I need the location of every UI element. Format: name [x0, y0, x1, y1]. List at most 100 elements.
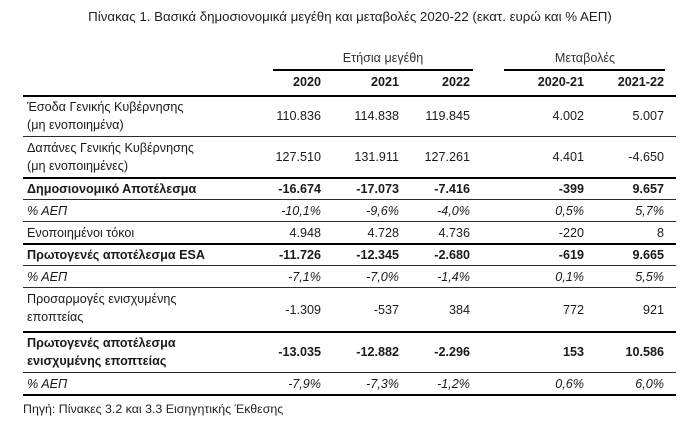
row-label-line: Πρωτογενές αποτέλεσμα	[27, 336, 176, 350]
table-cell: -4,0%	[437, 204, 470, 218]
table-cell: -4.650	[628, 150, 664, 164]
table-row: Προσαρμογές ενισχυμένης εποπτείας -1.309 -5…	[0, 288, 700, 331]
col-header-2022: 2022	[441, 75, 470, 89]
row-label-line: Έσοδα Γενικής Κυβέρνησης	[27, 100, 184, 114]
col-header-2021: 2021	[370, 75, 399, 89]
table-cell: 5,5%	[635, 270, 664, 284]
row-divider	[23, 265, 676, 266]
row-label-line: ενισχυμένης εποπτείας	[27, 354, 167, 368]
table-cell: -7,0%	[366, 270, 399, 284]
table-cell: -7.416	[434, 182, 470, 196]
row-label-line: % ΑΕΠ	[27, 204, 68, 218]
table-cell: -16.674	[278, 182, 321, 196]
table-cell: 127.261	[424, 150, 470, 164]
table-row: Δαπάνες Γενικής Κυβέρνησης (μη ενοποιημέν…	[0, 137, 700, 177]
row-label: Προσαρμογές ενισχυμένης εποπτείας	[27, 290, 176, 326]
row-label: Δημοσιονομικό Αποτέλεσμα	[27, 180, 196, 198]
table-cell: -1.309	[285, 303, 321, 317]
table-row: % ΑΕΠ -7,1% -7,0% -1,4% 0,1% 5,5%	[0, 266, 700, 287]
table-cell: -220	[558, 226, 584, 240]
table-cell: -12.882	[356, 345, 399, 359]
row-label: Ενοποιημένοι τόκοι	[27, 224, 134, 242]
table-cell: 4.736	[438, 226, 470, 240]
table-cell: 131.911	[354, 150, 399, 164]
row-label: % ΑΕΠ	[27, 268, 67, 286]
row-divider	[23, 287, 676, 288]
col-header-2021-22: 2021-22	[617, 75, 664, 89]
table-cell: 110.836	[276, 109, 321, 123]
table-cell: 772	[562, 303, 584, 317]
table-cell: 10.586	[625, 345, 664, 359]
table-cell: -2.680	[434, 248, 470, 262]
header-group-annual: Ετήσια μεγέθη	[342, 51, 424, 65]
row-divider	[23, 243, 676, 245]
table-cell: 0,1%	[555, 270, 584, 284]
row-label-line: εποπτείας	[27, 310, 84, 324]
row-divider	[23, 199, 676, 200]
table-cell: 9.665	[632, 248, 664, 262]
table-cell: 5.007	[632, 109, 664, 123]
table-cell: 0,6%	[555, 377, 584, 391]
row-label-line: Ενοποιημένοι τόκοι	[27, 226, 135, 240]
row-label: Πρωτογενές αποτέλεσμα ESA	[27, 246, 205, 264]
row-label: % ΑΕΠ	[27, 375, 67, 393]
table-cell: 127.510	[275, 150, 321, 164]
row-label-line: % ΑΕΠ	[27, 270, 68, 284]
row-divider	[23, 331, 676, 333]
row-label: Πρωτογενές αποτέλεσμα ενισχυμένης εποπτεί…	[27, 334, 176, 370]
row-divider	[23, 221, 676, 222]
table-cell: 5,7%	[635, 204, 664, 218]
table-row: Πρωτογενές αποτέλεσμα ESA -11.726 -12.345 -…	[0, 244, 700, 265]
table-cell: 119.845	[425, 109, 470, 123]
source-note: Πηγή: Πίνακες 3.2 και 3.3 Εισηγητικής Έκ…	[23, 402, 284, 416]
row-divider	[23, 394, 676, 396]
table-cell: 921	[642, 303, 664, 317]
row-label: % ΑΕΠ	[27, 202, 67, 220]
table-cell: -1,2%	[437, 377, 470, 391]
table-cell: 9.657	[632, 182, 664, 196]
table-cell: 8	[656, 226, 664, 240]
row-label-line: Προσαρμογές ενισχυμένης	[27, 292, 177, 306]
table-cell: -13.035	[278, 345, 321, 359]
table-cell: 6,0%	[635, 377, 664, 391]
row-divider	[23, 136, 676, 137]
table-cell: 4.728	[367, 226, 399, 240]
table-cell: -619	[558, 248, 584, 262]
table-cell: 0,5%	[555, 204, 584, 218]
table-row: Δημοσιονομικό Αποτέλεσμα -16.674 -17.073 -7…	[0, 178, 700, 199]
col-header-2020-21: 2020-21	[537, 75, 584, 89]
row-divider	[23, 177, 676, 179]
table-cell: -17.073	[356, 182, 399, 196]
row-label-line: (μη ενοποιημένες)	[27, 159, 129, 173]
header-bottom-rule	[23, 95, 676, 97]
table-row: Πρωτογενές αποτέλεσμα ενισχυμένης εποπτεί…	[0, 332, 700, 372]
row-label-line: (μη ενοποιημένα)	[27, 118, 124, 132]
table-cell: 4.401	[552, 150, 584, 164]
table-cell: -11.726	[278, 248, 321, 262]
row-label-line: Πρωτογενές αποτέλεσμα ESA	[27, 248, 205, 262]
row-label: Έσοδα Γενικής Κυβέρνησης (μη ενοποιημένα)	[27, 98, 183, 134]
table-title: Πίνακας 1. Βασικά δημοσιονομικά μεγέθη κ…	[88, 9, 612, 24]
table-cell: -399	[558, 182, 584, 196]
row-label: Δαπάνες Γενικής Κυβέρνησης (μη ενοποιημέν…	[27, 139, 194, 175]
table-cell: -12.345	[356, 248, 399, 262]
table-cell: -7,1%	[288, 270, 321, 284]
header-group-changes: Μεταβολές	[554, 51, 616, 65]
table-cell: -7,3%	[366, 377, 399, 391]
table-row: Έσοδα Γενικής Κυβέρνησης (μη ενοποιημένα)…	[0, 96, 700, 136]
header-rule-changes	[504, 69, 665, 71]
table-cell: 384	[448, 303, 470, 317]
table-cell: -9,6%	[366, 204, 399, 218]
header-rule-annual	[273, 69, 473, 71]
table-cell: 114.838	[354, 109, 399, 123]
table-cell: -537	[373, 303, 399, 317]
table-row: % ΑΕΠ -10,1% -9,6% -4,0% 0,5% 5,7%	[0, 200, 700, 221]
row-label-line: % ΑΕΠ	[27, 377, 68, 391]
table-cell: -1,4%	[437, 270, 470, 284]
col-header-2020: 2020	[292, 75, 321, 89]
table-row: % ΑΕΠ -7,9% -7,3% -1,2% 0,6% 6,0%	[0, 373, 700, 394]
row-label-line: Δαπάνες Γενικής Κυβέρνησης	[27, 141, 194, 155]
row-label-line: Δημοσιονομικό Αποτέλεσμα	[27, 182, 197, 196]
table-cell: -2.296	[434, 345, 470, 359]
table-row: Ενοποιημένοι τόκοι 4.948 4.728 4.736 -220 8	[0, 222, 700, 243]
